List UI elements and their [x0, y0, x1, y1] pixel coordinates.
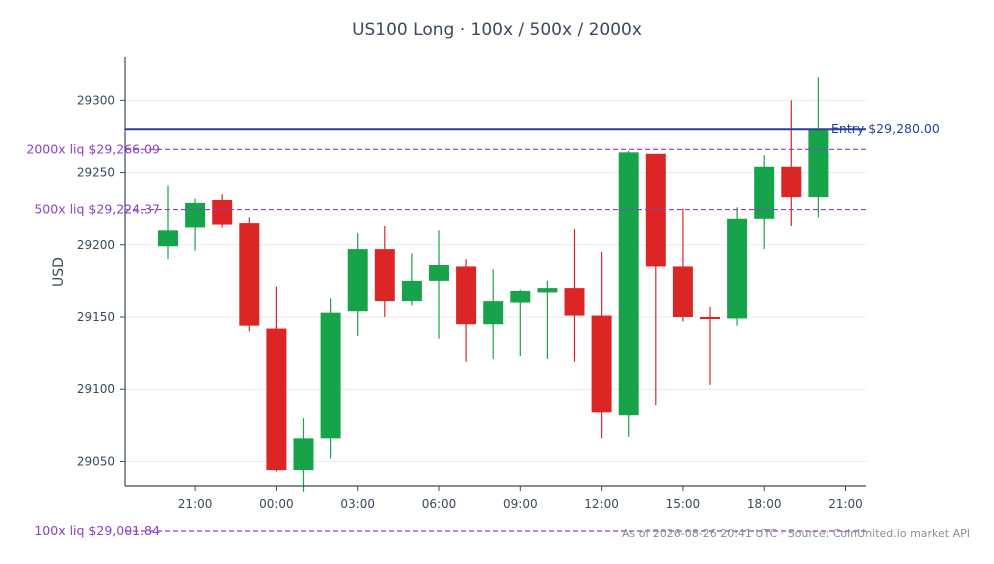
candle: [645, 153, 666, 406]
candle: [510, 289, 531, 356]
candle: [293, 418, 314, 492]
candle: [347, 233, 368, 336]
candle-body: [185, 202, 206, 228]
candle-body: [456, 266, 477, 325]
candle: [374, 226, 395, 317]
candles: [158, 77, 829, 492]
liquidation-line-label: 100x liq $29,001.84: [34, 523, 160, 538]
x-tick-label: 15:00: [666, 497, 701, 511]
footer-note: As of 2026-08-26 20:41 UTC · Source: Coi…: [621, 527, 970, 540]
candle-body: [347, 249, 368, 312]
candle-body: [672, 266, 693, 317]
grid-lines: [125, 99, 866, 462]
candle: [158, 185, 178, 260]
entry-line-label: Entry $29,280.00: [831, 121, 940, 136]
axes: 29050 29100 29150 29200 29250 29300 21:00 00:00…: [77, 57, 866, 511]
candle-body: [239, 223, 260, 326]
y-tick-label: 29250: [77, 166, 115, 180]
liquidation-line-label: 500x liq $29,224.37: [34, 202, 160, 217]
candle-body: [700, 317, 720, 319]
candle-body: [591, 315, 612, 413]
chart-title: US100 Long · 100x / 500x / 2000x: [352, 20, 642, 40]
candle-body: [618, 152, 639, 416]
x-tick-label: 09:00: [503, 497, 538, 511]
candle: [700, 306, 720, 385]
candle: [320, 298, 341, 459]
x-tick-label: 00:00: [259, 497, 294, 511]
candle-body: [781, 166, 802, 198]
candle-body: [266, 328, 287, 471]
candle-body: [564, 288, 585, 316]
candle-body: [727, 218, 748, 319]
candle: [483, 269, 504, 359]
y-tick-label: 29300: [77, 93, 115, 107]
candle-body: [158, 230, 178, 247]
y-tick-label: 29200: [77, 238, 115, 252]
candle-body: [374, 249, 395, 302]
candle-body: [510, 291, 531, 303]
reference-lines: Entry $29,280.00 2000x liq $29,266.09 500x…: [26, 121, 939, 538]
y-axis-label: USD: [51, 257, 67, 287]
candle: [537, 280, 558, 359]
candle-body: [808, 129, 829, 198]
candle-body: [212, 200, 233, 225]
candle: [591, 252, 612, 439]
candle-body: [293, 438, 314, 471]
candle-body: [401, 280, 422, 302]
candle: [672, 208, 693, 322]
candle: [266, 286, 287, 472]
candle: [429, 230, 449, 339]
x-tick-label: 21:00: [828, 497, 863, 511]
candle: [185, 198, 206, 251]
y-tick-label: 29150: [77, 310, 115, 324]
candle-body: [429, 265, 449, 281]
candle: [564, 228, 585, 362]
candle: [212, 194, 233, 228]
y-tick-label: 29050: [77, 454, 115, 468]
y-tick-label: 29100: [77, 382, 115, 396]
x-tick-label: 12:00: [584, 497, 619, 511]
liquidation-line-label: 2000x liq $29,266.09: [26, 141, 160, 156]
candle-body: [537, 288, 558, 293]
candle: [781, 100, 802, 226]
candle-body: [483, 301, 504, 325]
candle: [618, 150, 639, 437]
candle: [754, 155, 775, 250]
x-tick-label: 06:00: [422, 497, 457, 511]
candle: [456, 259, 477, 362]
candle: [401, 253, 422, 306]
candle: [808, 77, 829, 218]
candle: [239, 217, 260, 332]
candle-body: [320, 312, 341, 439]
x-tick-label: 03:00: [340, 497, 375, 511]
candle-body: [754, 166, 775, 219]
x-tick-label: 21:00: [178, 497, 213, 511]
x-tick-label: 18:00: [747, 497, 782, 511]
candle: [727, 207, 748, 326]
